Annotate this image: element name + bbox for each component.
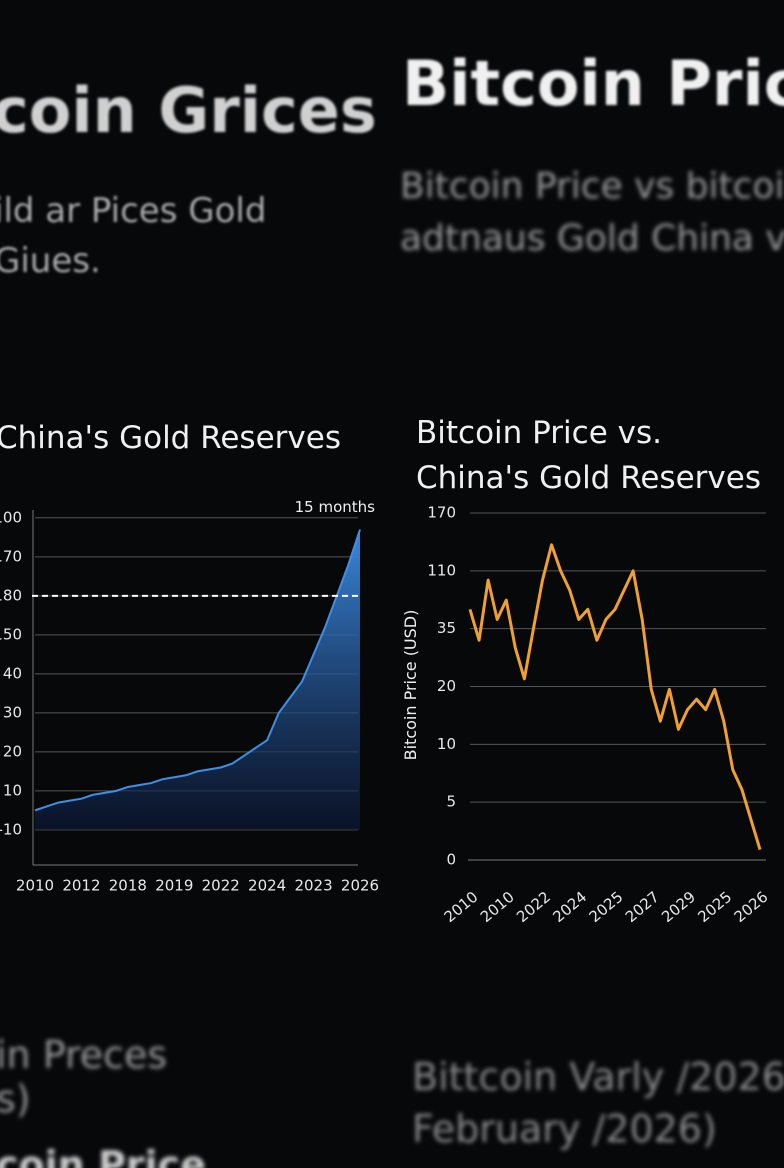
y-axis-label: Bitcoin Price (USD) (401, 610, 420, 761)
y-tick-label: 40 (3, 664, 22, 682)
chart-title: Bitcoin Price vs. (416, 415, 662, 451)
area (35, 529, 360, 830)
y-tick-label: 100 (0, 508, 22, 526)
bottom-left-text: coin Price (0, 1143, 206, 1168)
y-tick-label: 170 (427, 504, 456, 522)
x-tick-label: 2024 (248, 877, 286, 895)
chart-title: China's Gold Reserves (416, 460, 761, 496)
bottom-right-text: February /2026) (412, 1107, 717, 1151)
x-tick-label: 2010 (16, 877, 54, 895)
y-tick-label: 10 (3, 781, 22, 799)
y-tick-label: 10 (437, 735, 456, 753)
line (468, 543, 762, 851)
bottom-left-text: s) (0, 1077, 31, 1121)
y-tick-label: 20 (437, 677, 456, 695)
y-tick-label: 5 (446, 793, 456, 811)
y-tick-label: 20 (3, 742, 22, 760)
y-tick-label: 0 (446, 851, 456, 869)
x-tick-label: 2012 (62, 877, 100, 895)
bottom-left-text: in Preces (0, 1033, 167, 1077)
y-tick-label: 30 (3, 703, 22, 721)
x-tick-label: 2026 (341, 877, 379, 895)
y-tick-label: -10 (0, 820, 22, 838)
annotation: 15 months (295, 498, 376, 516)
x-tick-label: 2018 (109, 877, 147, 895)
x-tick-label: 2023 (294, 877, 332, 895)
right-subtitle: adtnaus Gold China v (400, 218, 784, 259)
y-tick-label: 170 (0, 547, 22, 565)
area-line (34, 529, 361, 812)
left-subtitle: Giues. (0, 241, 101, 281)
x-tick-label: 2022 (202, 877, 240, 895)
y-tick-label: 35 (437, 619, 456, 637)
chart-title: China's Gold Reserves (0, 420, 341, 456)
right-subtitle: Bitcoin Price vs bitcoi (400, 166, 784, 207)
right-heading: Bitcoin Price (402, 47, 784, 120)
y-tick-label: 150 (0, 625, 22, 643)
x-tick-label: 2019 (155, 877, 193, 895)
y-tick-label: 180 (0, 586, 22, 604)
bottom-right-text: Bittcoin Varly /2026 (412, 1055, 784, 1099)
left-heading: coin Grices (0, 74, 377, 147)
left-subtitle: ild ar Pices Gold (0, 191, 266, 231)
y-tick-label: 110 (427, 561, 456, 579)
